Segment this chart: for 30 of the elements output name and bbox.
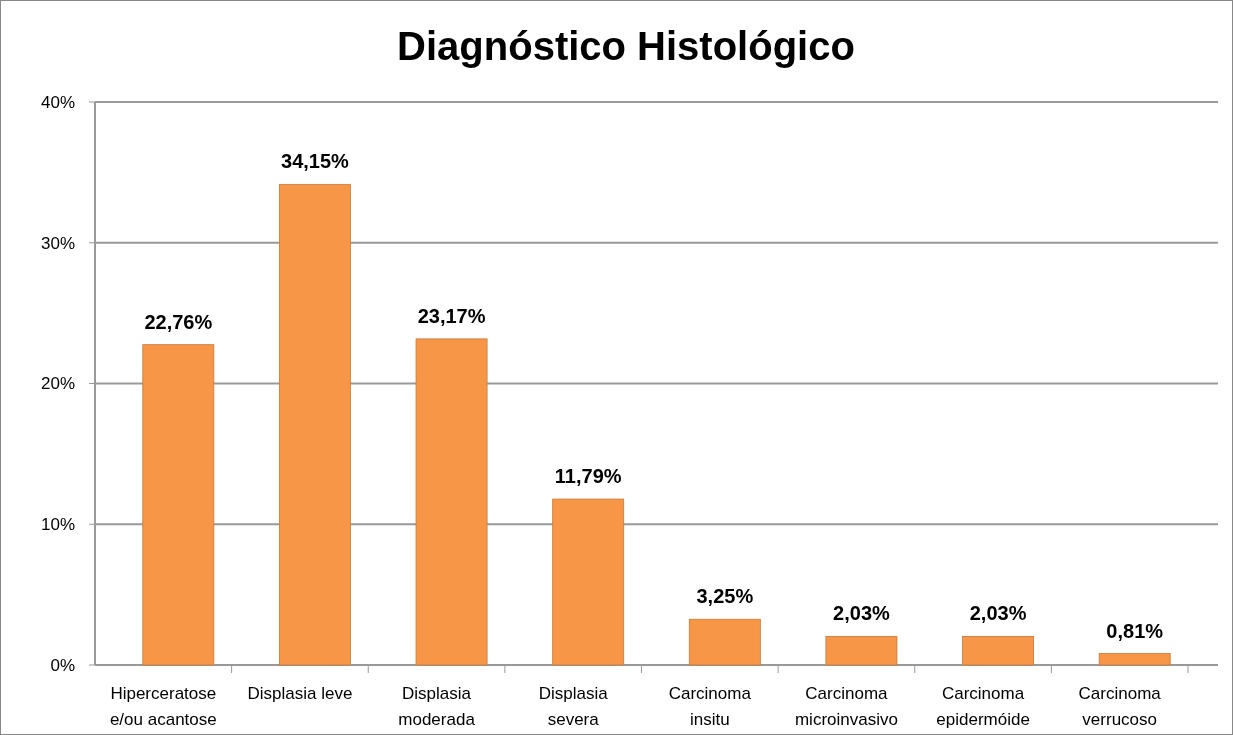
data-label: 22,76%	[144, 310, 213, 333]
data-label: 34,15%	[281, 150, 350, 173]
data-label: 11,79%	[554, 465, 622, 488]
x-tick-label: Displasia moderada	[398, 684, 476, 729]
data-label: 0,81%	[1106, 619, 1164, 642]
x-tick-label: Carcinoma verrucoso	[1078, 684, 1162, 729]
x-tick-label: Carcinoma microinvasivo	[794, 684, 898, 729]
y-tick-label: 10%	[40, 515, 75, 535]
bar	[279, 183, 351, 666]
x-tick-label: Carcinoma epidermóide	[936, 684, 1030, 729]
y-tick-label: 40%	[40, 92, 75, 112]
x-tick-label: Hiperceratose e/ou acantose	[109, 684, 217, 729]
chart-title: Diagnóstico Histológico	[397, 24, 855, 68]
data-label: 3,25%	[696, 585, 754, 608]
bar	[825, 636, 898, 666]
x-tick-label: Displasia severa	[538, 684, 609, 729]
data-label: 2,03%	[969, 602, 1027, 625]
data-label: 23,17%	[417, 304, 486, 327]
data-label: 2,03%	[833, 602, 890, 625]
bar	[552, 498, 625, 666]
y-tick-label: 20%	[40, 374, 75, 394]
x-tick-label: Displasia leve	[247, 684, 353, 703]
bar	[962, 636, 1034, 666]
y-tick-label: 30%	[40, 233, 75, 253]
x-tick-label: Carcinoma insitu	[668, 684, 752, 729]
y-tick-label: 0%	[50, 655, 75, 675]
bar	[1098, 653, 1171, 666]
bar	[142, 344, 215, 666]
bar	[688, 618, 761, 666]
bar	[415, 338, 488, 666]
